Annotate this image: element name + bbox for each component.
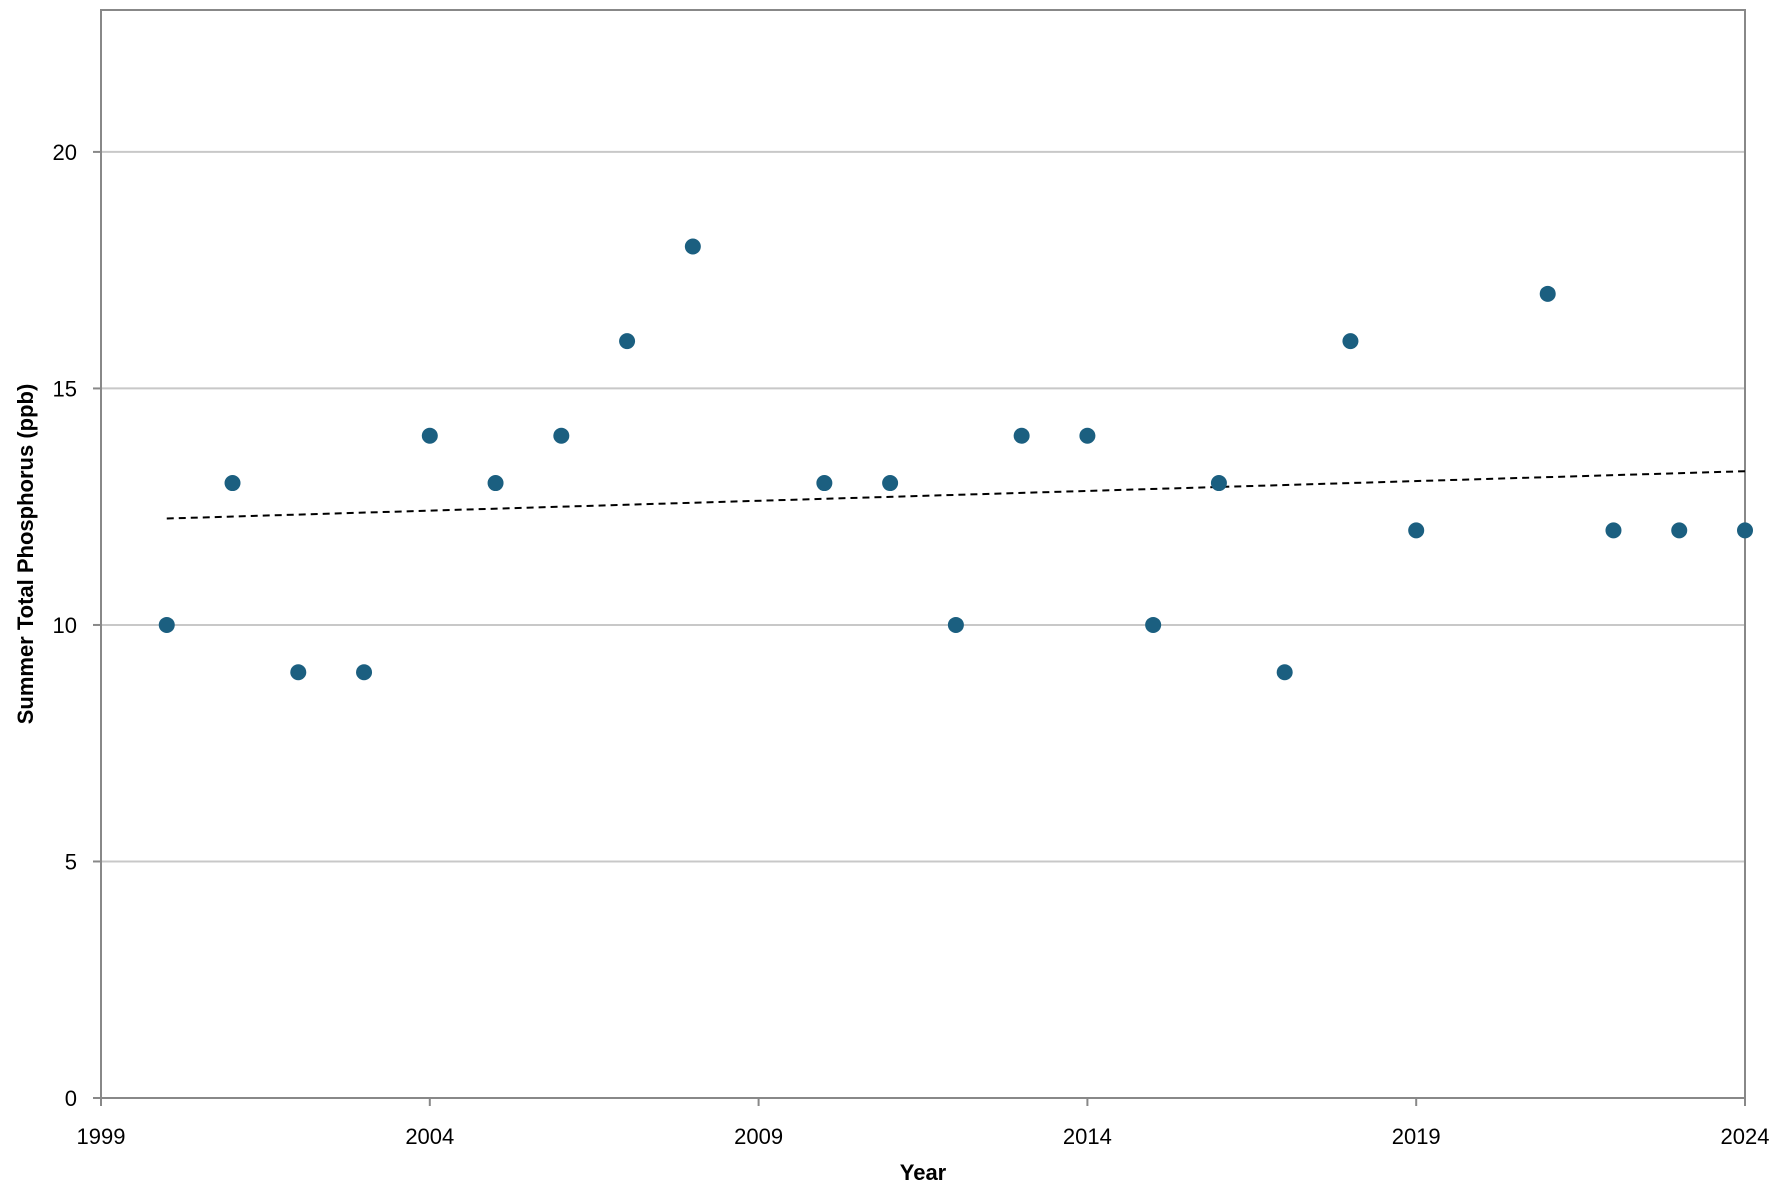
data-point <box>619 333 636 350</box>
data-point <box>421 427 438 444</box>
y-tick-label: 20 <box>53 140 77 165</box>
plot-area-border <box>100 9 1746 1099</box>
tick-labels: 0 5 10 15 20 1999 2004 2009 2014 2019 2024 <box>53 140 1770 1149</box>
axis-ticks <box>93 150 1746 1106</box>
x-tick-label: 2009 <box>734 1124 783 1149</box>
data-point <box>158 616 175 633</box>
x-axis-title: Year <box>900 1160 947 1182</box>
data-point <box>1671 522 1688 539</box>
x-tick-label: 2019 <box>1392 1124 1441 1149</box>
data-point <box>1737 522 1753 539</box>
y-axis-title: Summer Total Phosphorus (ppb) <box>13 384 38 725</box>
trendline-layer <box>166 470 1746 520</box>
data-point <box>1079 427 1096 444</box>
x-tick-label: 1999 <box>77 1124 126 1149</box>
data-points <box>158 238 1753 681</box>
x-tick-label: 2014 <box>1063 1124 1112 1149</box>
data-point <box>553 427 570 444</box>
y-tick-label: 15 <box>53 376 77 401</box>
y-tick-label: 0 <box>65 1086 77 1111</box>
data-point <box>947 616 964 633</box>
data-point <box>290 664 307 681</box>
data-point <box>224 475 241 492</box>
y-tick-label: 10 <box>53 613 77 638</box>
x-tick-label: 2004 <box>405 1124 454 1149</box>
data-point <box>487 475 504 492</box>
data-point <box>882 475 899 492</box>
data-point <box>684 238 701 255</box>
data-point <box>1145 616 1162 633</box>
data-point <box>356 664 373 681</box>
data-point <box>1605 522 1622 539</box>
data-point <box>1342 333 1359 350</box>
gridlines <box>101 150 1745 863</box>
data-point <box>1013 427 1030 444</box>
data-point <box>1210 475 1227 492</box>
x-tick-label: 2024 <box>1721 1124 1770 1149</box>
data-point <box>1539 285 1556 302</box>
data-point <box>1276 664 1293 681</box>
data-point <box>1408 522 1425 539</box>
data-point <box>816 475 833 492</box>
y-tick-label: 5 <box>65 849 77 874</box>
trendline <box>166 470 1746 520</box>
